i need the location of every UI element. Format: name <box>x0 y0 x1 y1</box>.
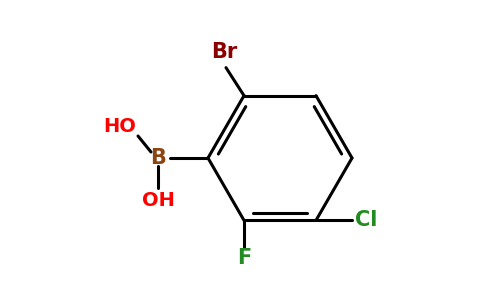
Text: B: B <box>150 148 166 168</box>
Text: F: F <box>237 248 251 268</box>
Text: OH: OH <box>141 190 174 209</box>
Text: Br: Br <box>211 42 237 62</box>
Text: HO: HO <box>104 116 136 136</box>
Text: Cl: Cl <box>355 210 377 230</box>
